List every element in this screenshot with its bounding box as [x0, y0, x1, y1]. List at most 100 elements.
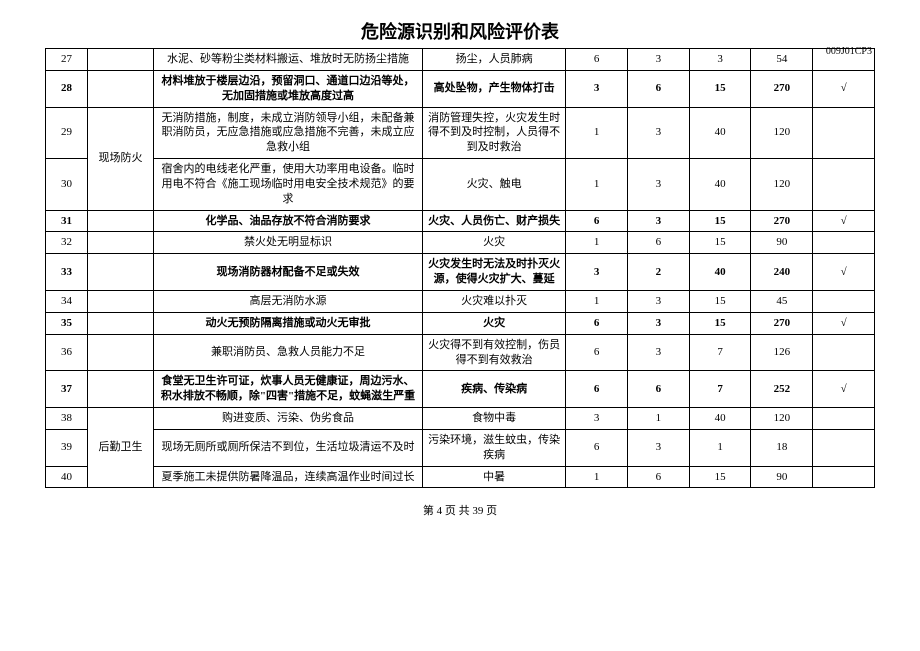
value-cell: 1 [566, 290, 628, 312]
effect-cell: 疾病、传染病 [423, 371, 566, 408]
row-index: 39 [46, 429, 88, 466]
value-cell: 240 [751, 254, 813, 291]
value-cell: 3 [566, 70, 628, 107]
row-index: 37 [46, 371, 88, 408]
value-cell: 3 [628, 429, 690, 466]
value-cell: 1 [566, 159, 628, 211]
category-cell [87, 371, 153, 408]
value-cell: 3 [566, 254, 628, 291]
description-cell: 购进变质、污染、伪劣食品 [154, 408, 423, 430]
effect-cell: 火灾、人员伤亡、财产损失 [423, 210, 566, 232]
value-cell: 2 [628, 254, 690, 291]
effect-cell: 火灾发生时无法及时扑灭火源，使得火灾扩大、蔓延 [423, 254, 566, 291]
description-cell: 高层无消防水源 [154, 290, 423, 312]
page-title: 危险源识别和风险评价表 [0, 0, 920, 48]
category-cell: 现场防火 [87, 107, 153, 210]
category-cell [87, 210, 153, 232]
row-index: 31 [46, 210, 88, 232]
value-cell: 3 [628, 290, 690, 312]
table-row: 27水泥、砂等粉尘类材料搬运、堆放时无防扬尘措施扬尘，人员肺病63354 [46, 49, 875, 71]
check-cell [813, 107, 875, 159]
effect-cell: 食物中毒 [423, 408, 566, 430]
row-index: 35 [46, 312, 88, 334]
check-cell [813, 232, 875, 254]
value-cell: 120 [751, 107, 813, 159]
value-cell: 6 [566, 312, 628, 334]
row-index: 28 [46, 70, 88, 107]
value-cell: 3 [628, 334, 690, 371]
effect-cell: 中暑 [423, 466, 566, 488]
table-row: 38后勤卫生购进变质、污染、伪劣食品食物中毒3140120 [46, 408, 875, 430]
value-cell: 3 [689, 49, 751, 71]
table-row: 32禁火处无明显标识火灾161590 [46, 232, 875, 254]
value-cell: 6 [628, 371, 690, 408]
category-cell [87, 70, 153, 107]
value-cell: 270 [751, 70, 813, 107]
check-cell [813, 429, 875, 466]
effect-cell: 扬尘，人员肺病 [423, 49, 566, 71]
category-cell [87, 334, 153, 371]
effect-cell: 火灾 [423, 232, 566, 254]
value-cell: 6 [628, 232, 690, 254]
value-cell: 90 [751, 466, 813, 488]
table-row: 31化学品、油品存放不符合消防要求火灾、人员伤亡、财产损失6315270√ [46, 210, 875, 232]
check-cell: √ [813, 70, 875, 107]
value-cell: 15 [689, 290, 751, 312]
value-cell: 270 [751, 312, 813, 334]
table-row: 39 现场无厕所或厕所保洁不到位，生活垃圾清运不及时污染环境，滋生蚊虫，传染疾病6… [46, 429, 875, 466]
value-cell: 6 [566, 210, 628, 232]
effect-cell: 火灾难以扑灭 [423, 290, 566, 312]
effect-cell: 消防管理失控，火灾发生时得不到及时控制，人员得不到及时救治 [423, 107, 566, 159]
check-cell [813, 408, 875, 430]
value-cell: 6 [566, 49, 628, 71]
value-cell: 1 [689, 429, 751, 466]
value-cell: 40 [689, 107, 751, 159]
check-cell [813, 159, 875, 211]
value-cell: 54 [751, 49, 813, 71]
value-cell: 1 [566, 232, 628, 254]
value-cell: 15 [689, 312, 751, 334]
value-cell: 40 [689, 408, 751, 430]
effect-cell: 污染环境，滋生蚊虫，传染疾病 [423, 429, 566, 466]
value-cell: 126 [751, 334, 813, 371]
check-cell: √ [813, 254, 875, 291]
value-cell: 1 [566, 466, 628, 488]
table-row: 34 高层无消防水源火灾难以扑灭131545 [46, 290, 875, 312]
table-row: 35动火无预防隔离措施或动火无审批火灾6315270√ [46, 312, 875, 334]
value-cell: 18 [751, 429, 813, 466]
row-index: 34 [46, 290, 88, 312]
value-cell: 270 [751, 210, 813, 232]
category-cell [87, 290, 153, 312]
value-cell: 6 [566, 429, 628, 466]
description-cell: 宿舍内的电线老化严重，使用大功率用电设备。临时用电不符合《施工现场临时用电安全技… [154, 159, 423, 211]
table-row: 37食堂无卫生许可证，炊事人员无健康证，周边污水、积水排放不畅顺，除"四害"措施… [46, 371, 875, 408]
row-index: 33 [46, 254, 88, 291]
table-row: 28材料堆放于楼层边沿，预留洞口、通道口边沿等处，无加固措施或堆放高度过高高处坠… [46, 70, 875, 107]
value-cell: 6 [566, 371, 628, 408]
page-footer: 第 4 页 共 39 页 [0, 502, 920, 518]
value-cell: 45 [751, 290, 813, 312]
category-cell [87, 312, 153, 334]
value-cell: 7 [689, 334, 751, 371]
row-index: 38 [46, 408, 88, 430]
category-cell [87, 49, 153, 71]
value-cell: 1 [628, 408, 690, 430]
category-cell [87, 232, 153, 254]
table-row: 33现场消防器材配备不足或失效火灾发生时无法及时扑灭火源，使得火灾扩大、蔓延32… [46, 254, 875, 291]
value-cell: 90 [751, 232, 813, 254]
value-cell: 3 [628, 210, 690, 232]
effect-cell: 火灾得不到有效控制，伤员得不到有效救治 [423, 334, 566, 371]
row-index: 36 [46, 334, 88, 371]
value-cell: 6 [566, 334, 628, 371]
row-index: 40 [46, 466, 88, 488]
effect-cell: 高处坠物，产生物体打击 [423, 70, 566, 107]
table-row: 36兼职消防员、急救人员能力不足火灾得不到有效控制，伤员得不到有效救治63712… [46, 334, 875, 371]
table-row: 30宿舍内的电线老化严重，使用大功率用电设备。临时用电不符合《施工现场临时用电安… [46, 159, 875, 211]
value-cell: 6 [628, 466, 690, 488]
check-cell: √ [813, 371, 875, 408]
value-cell: 1 [566, 107, 628, 159]
value-cell: 252 [751, 371, 813, 408]
description-cell: 现场无厕所或厕所保洁不到位，生活垃圾清运不及时 [154, 429, 423, 466]
row-index: 29 [46, 107, 88, 159]
value-cell: 120 [751, 408, 813, 430]
